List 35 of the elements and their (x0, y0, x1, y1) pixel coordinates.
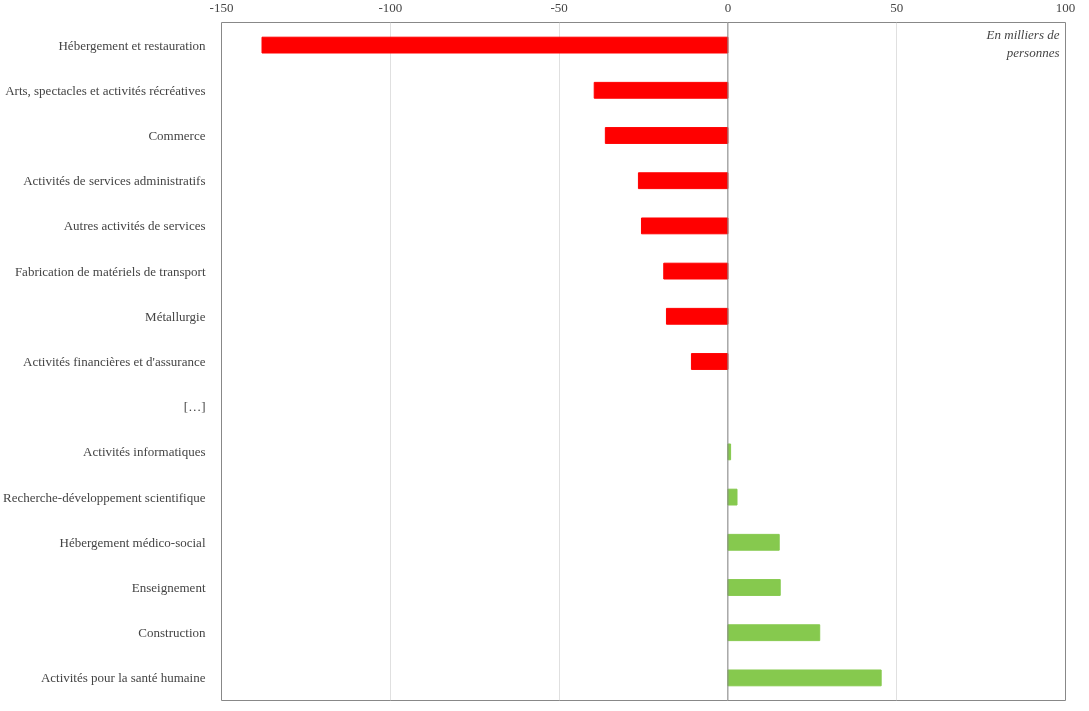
bar (727, 488, 738, 506)
y-tick-label: Enseignement (131, 580, 206, 595)
y-tick-label: […] (183, 399, 206, 415)
x-tick-label: 50 (890, 0, 904, 15)
bar (593, 81, 729, 99)
bar (727, 579, 781, 596)
annotation: En milliers de personnes (985, 27, 1060, 61)
bar (663, 262, 729, 280)
x-tick-label: 0 (724, 0, 732, 15)
y-tick-label: Activités financières et d'assurance (23, 354, 206, 369)
y-tick-label: Activités pour la santé humaine (40, 670, 206, 686)
bar (637, 172, 729, 190)
x-tick-label: -50 (550, 0, 568, 15)
x-tick-label: -150 (209, 0, 234, 15)
y-tick-label: Métallurgie (145, 308, 206, 324)
bar (690, 353, 729, 370)
y-tick-label: Activités informatiques (83, 444, 206, 460)
bar (261, 36, 729, 54)
bar (640, 217, 729, 235)
bar (727, 669, 882, 687)
bar (665, 307, 729, 325)
y-tick-label: Fabrication de matériels de transport (14, 263, 206, 279)
y-tick-label: Commerce (148, 128, 206, 143)
x-tick-label: -100 (378, 0, 403, 15)
y-tick-label: Construction (138, 625, 206, 641)
bar (604, 127, 729, 144)
y-tick-label: Recherche-développement scientifique (3, 489, 206, 505)
y-tick-label: Activités de services administratifs (23, 173, 206, 189)
bar (727, 533, 780, 551)
x-tick-label: 100 (1055, 0, 1076, 15)
y-tick-label: Hébergement et restauration (58, 37, 206, 53)
bar (727, 624, 821, 642)
y-tick-label: Hébergement médico-social (59, 534, 206, 550)
y-tick-label: Autres activités de services (63, 218, 206, 234)
y-tick-label: Arts, spectacles et activités récréatives (5, 82, 206, 98)
